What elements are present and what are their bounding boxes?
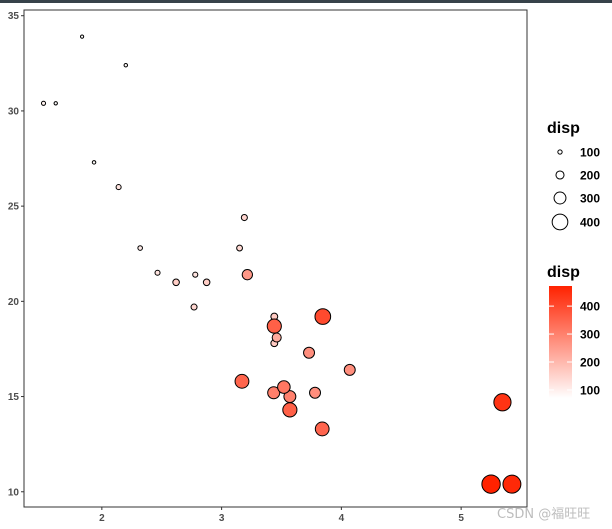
data-point (277, 380, 291, 394)
data-point (314, 308, 332, 325)
size-legend: disp 100 200 300 400 (547, 120, 600, 231)
color-legend-title: disp (547, 264, 580, 281)
data-point (309, 386, 322, 399)
color-legend-label: 200 (580, 355, 600, 369)
size-legend-title: disp (547, 120, 580, 137)
data-point (240, 214, 248, 222)
y-tick-label: 30 (8, 106, 20, 117)
data-point (79, 34, 85, 39)
data-point (493, 393, 512, 412)
color-legend-label: 100 (580, 383, 600, 397)
color-legend-label: 300 (580, 328, 600, 342)
data-points (40, 34, 522, 494)
data-point (172, 278, 180, 287)
data-point (40, 100, 47, 106)
size-legend-label: 400 (580, 216, 600, 230)
y-tick-label: 20 (8, 297, 20, 308)
size-legend-key (551, 213, 569, 231)
axis-ticks: 2 3 4 5 10 15 20 25 30 35 (8, 11, 464, 524)
size-legend-label: 300 (580, 192, 600, 206)
data-point (282, 402, 298, 418)
window-top-strip (0, 0, 612, 3)
size-legend-key (553, 191, 567, 205)
data-point (481, 474, 501, 494)
data-point (137, 245, 143, 251)
size-legend-label: 200 (580, 169, 600, 183)
data-point (53, 101, 58, 106)
data-point (154, 269, 161, 276)
data-point (202, 278, 211, 287)
watermark-text: CSDN @福旺旺 (497, 507, 590, 522)
y-tick-label: 10 (8, 487, 20, 498)
data-point (502, 474, 522, 494)
data-point (192, 271, 199, 278)
y-tick-label: 15 (8, 392, 20, 403)
data-point (234, 373, 250, 389)
data-point (123, 62, 129, 68)
color-legend-bar (549, 286, 572, 398)
data-point (115, 184, 122, 191)
plot-panel (23, 9, 528, 508)
data-point (314, 421, 330, 437)
data-point (343, 363, 356, 376)
data-point (190, 303, 198, 311)
x-tick-label: 3 (219, 513, 225, 524)
data-point (241, 269, 253, 281)
data-point (266, 318, 282, 334)
data-point (271, 332, 282, 343)
size-legend-key (555, 170, 565, 180)
x-tick-label: 4 (339, 513, 345, 524)
x-tick-label: 5 (458, 513, 464, 524)
y-tick-label: 35 (8, 11, 20, 22)
x-tick-label: 2 (99, 513, 105, 524)
size-legend-label: 100 (580, 146, 600, 160)
data-point (267, 386, 281, 400)
data-point (91, 160, 97, 165)
data-point (236, 244, 243, 252)
data-point (303, 346, 316, 359)
color-legend-label: 400 (580, 300, 600, 314)
size-legend-key (557, 149, 563, 155)
y-tick-label: 25 (8, 202, 20, 213)
color-legend: disp 100 200 300 400 (547, 264, 600, 398)
